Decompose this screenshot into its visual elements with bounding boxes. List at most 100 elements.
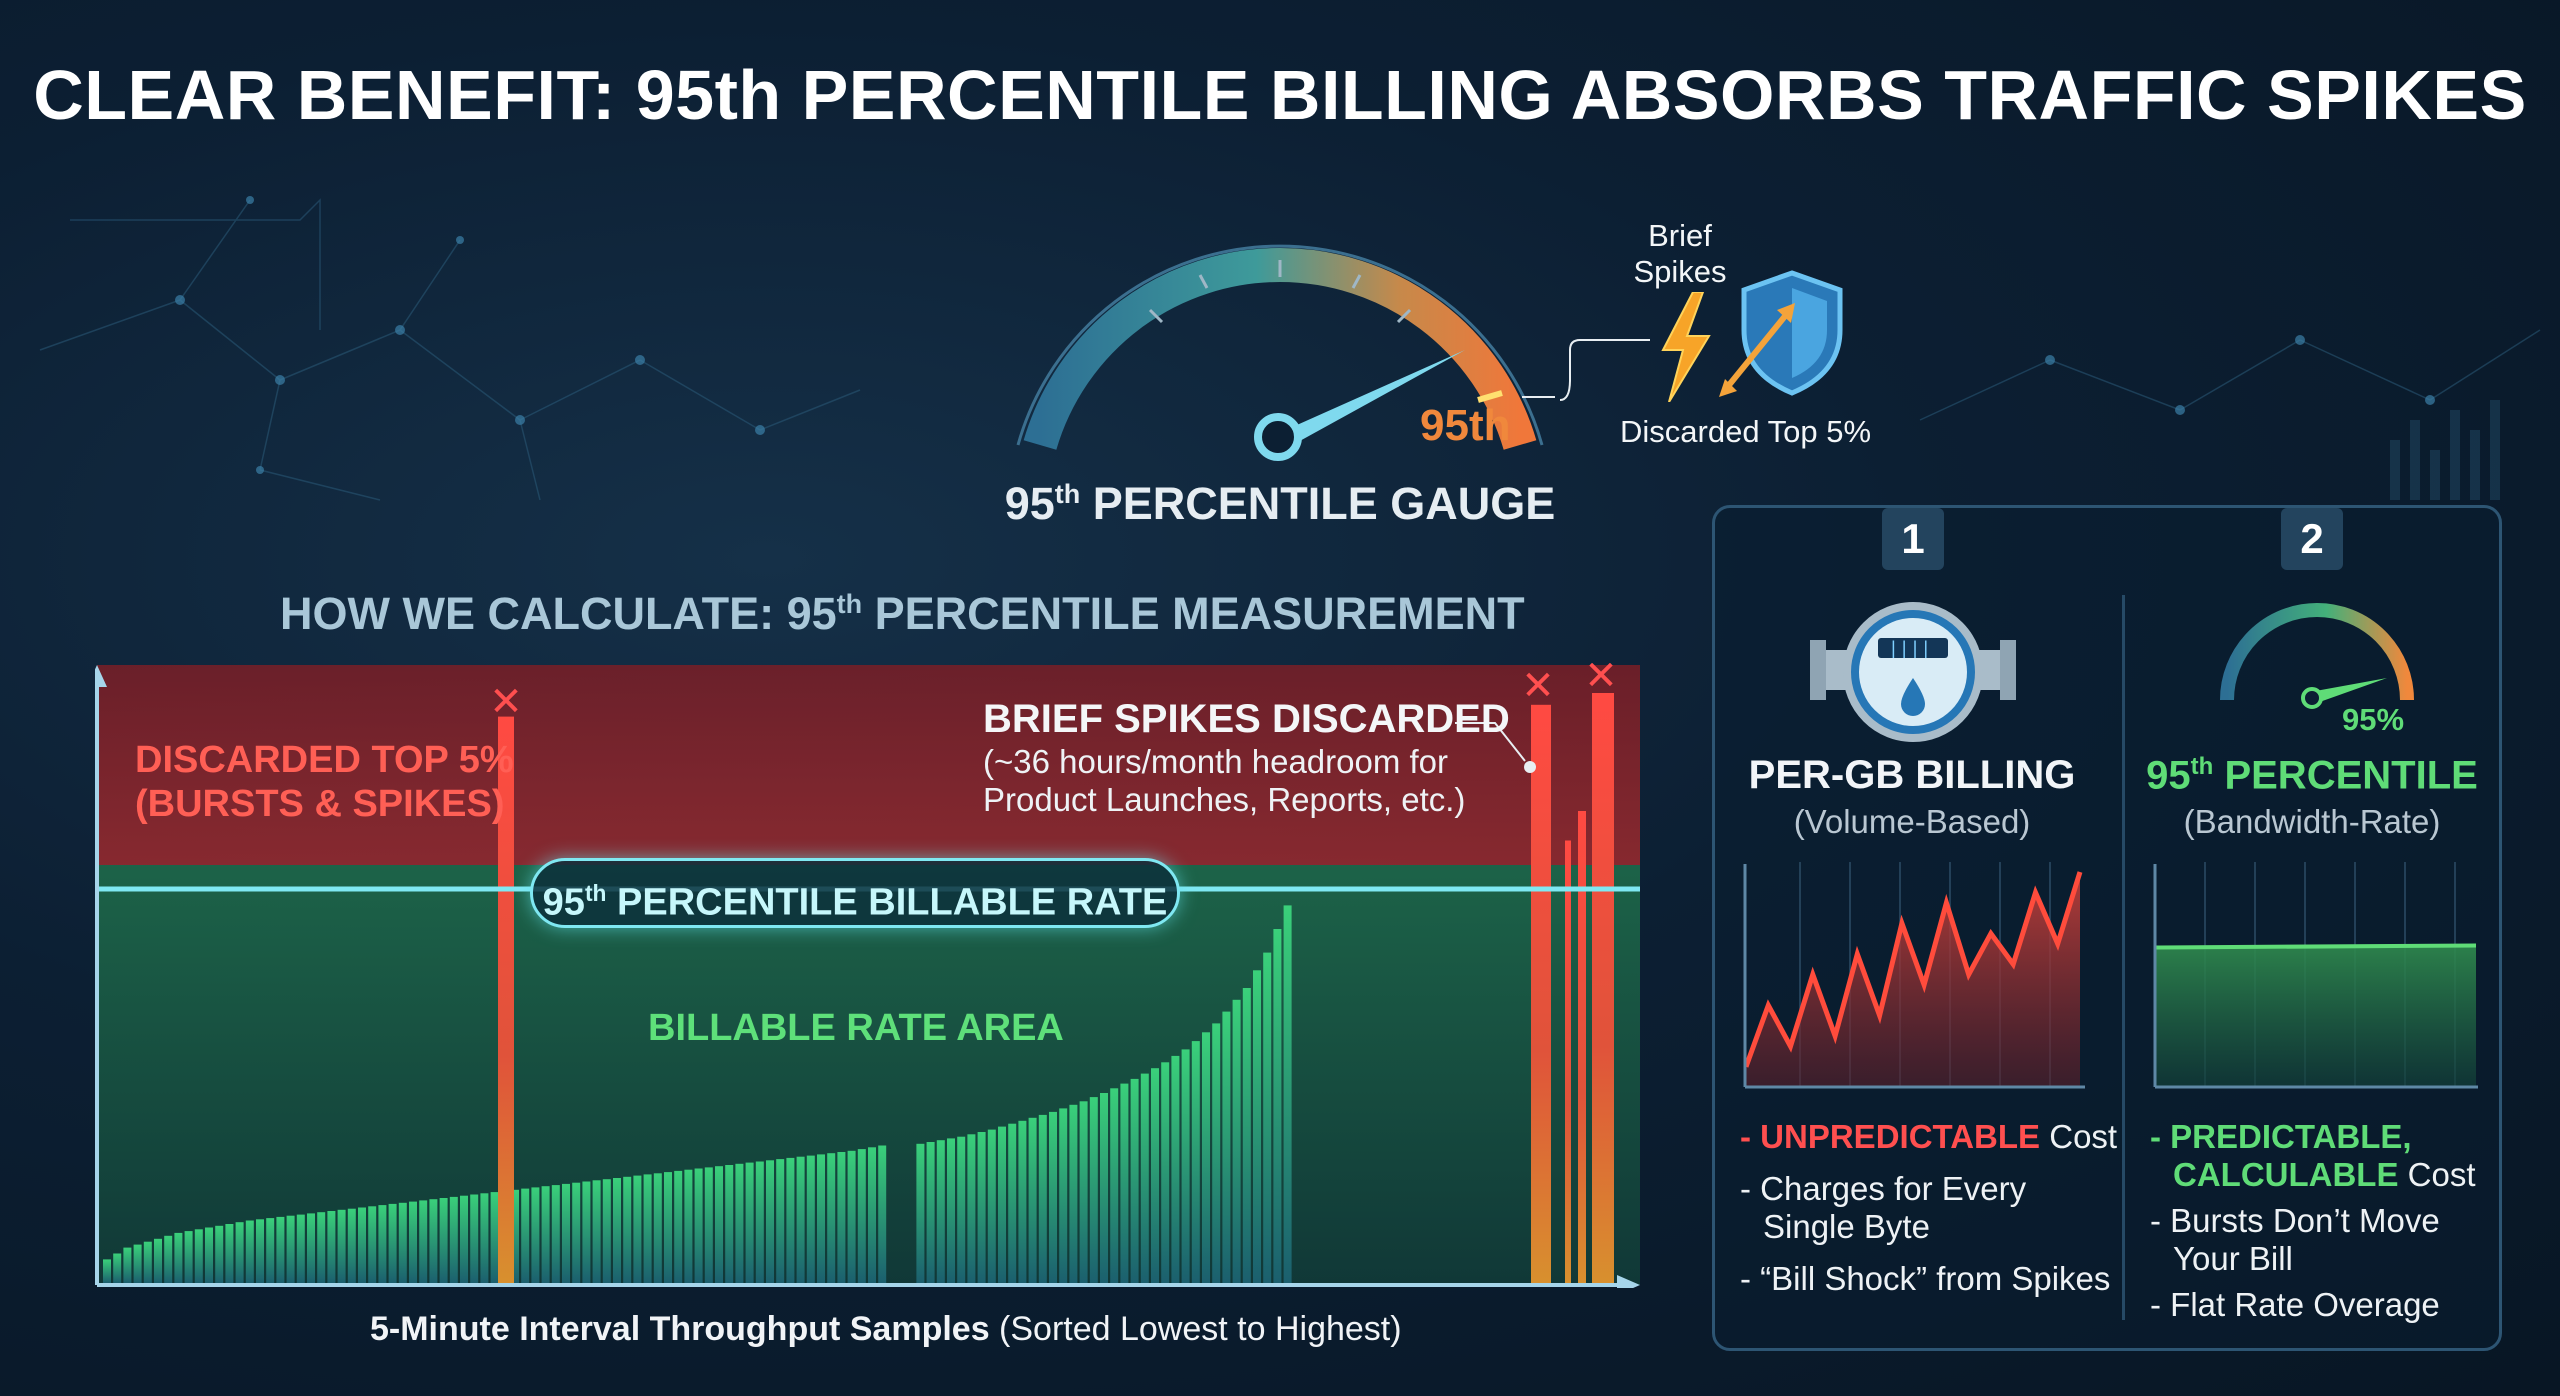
- percentile-bullet-3: - Flat Rate Overage: [2150, 1286, 2440, 1323]
- sample-bar: [154, 1238, 162, 1284]
- sample-bar: [653, 1173, 662, 1283]
- sample-bar: [926, 1142, 935, 1283]
- sample-bar: [388, 1203, 397, 1283]
- sample-bar: [562, 1183, 570, 1283]
- discarded-top-label: Discarded Top 5%: [1620, 414, 1872, 449]
- percentile-bullets: - PREDICTABLE, CALCULABLE Cost - Bursts …: [2150, 1118, 2495, 1338]
- sample-bar: [916, 1143, 925, 1283]
- sample-bar: [1253, 970, 1261, 1283]
- x-axis-arrow: [1617, 1275, 1640, 1288]
- sample-bar: [1161, 1062, 1170, 1283]
- sample-bar: [998, 1126, 1006, 1283]
- sample-bar: [1089, 1097, 1098, 1283]
- panel-divider: [2122, 595, 2125, 1320]
- sample-bar: [307, 1213, 315, 1283]
- discard-zone: [97, 665, 1640, 865]
- sample-bar: [1263, 952, 1272, 1283]
- sample-bar: [398, 1202, 407, 1283]
- sample-bar: [1202, 1032, 1210, 1284]
- per-gb-bullet-2a: - Charges for Every: [1740, 1170, 2027, 1207]
- sample-bar: [551, 1185, 560, 1283]
- sample-bar: [215, 1225, 224, 1283]
- sample-bar: [337, 1209, 346, 1283]
- billable-rate-pill: 95th PERCENTILE BILLABLE RATE: [530, 858, 1180, 928]
- deflect-arrow-icon: [1719, 303, 1795, 397]
- sample-bar: [123, 1247, 132, 1283]
- sample-bar: [1191, 1041, 1200, 1283]
- spikes-pointer-dot: [1524, 761, 1536, 773]
- sample-bar: [684, 1169, 693, 1283]
- discard-marker: ✕: [1584, 663, 1618, 699]
- sample-bar: [286, 1215, 295, 1283]
- per-gb-subtitle: (Volume-Based): [1793, 803, 2031, 840]
- per-gb-title: PER-GB BILLING: [1748, 753, 2076, 797]
- per-gb-bullets: - UNPREDICTABLE Cost - Charges for Every…: [1740, 1118, 2120, 1318]
- sample-bar: [947, 1138, 955, 1283]
- sample-bar: [857, 1149, 866, 1283]
- gauge-caption: 95th PERCENTILE GAUGE: [1004, 478, 1556, 529]
- sample-bar: [572, 1182, 581, 1283]
- percentile-chart: ✕ ✕ ✕: [95, 663, 1640, 1288]
- sample-bar: [704, 1167, 713, 1283]
- badge-2: 2: [2281, 508, 2343, 570]
- sample-bar: [1028, 1117, 1037, 1283]
- per-gb-chart: [1743, 862, 2085, 1089]
- per-gb-area: [1746, 872, 2080, 1087]
- sample-bar: [1069, 1104, 1078, 1283]
- comparison-panel: [1712, 505, 2502, 1351]
- sample-bar: [439, 1198, 448, 1283]
- gauge-needle: [1270, 350, 1465, 453]
- sample-bar: [715, 1166, 723, 1283]
- meter-display: ||||: [1888, 640, 1931, 660]
- sample-bar: [967, 1134, 976, 1283]
- sample-bar: [987, 1129, 996, 1283]
- sample-bar: [419, 1200, 428, 1283]
- sample-bar: [378, 1205, 387, 1283]
- sample-bar: [878, 1145, 887, 1283]
- gauge-outer-ring: [1016, 244, 1544, 446]
- sample-bar: [817, 1154, 825, 1283]
- sample-bar: [957, 1136, 966, 1283]
- sample-bar: [347, 1208, 356, 1283]
- sample-bar: [133, 1244, 142, 1283]
- sample-bar: [868, 1147, 876, 1283]
- sample-bar: [470, 1194, 479, 1283]
- page-title: CLEAR BENEFIT: 95th PERCENTILE BILLING A…: [33, 56, 2527, 134]
- percentile-bullet-2b: Your Bill: [2173, 1240, 2293, 1277]
- sample-bar: [531, 1187, 540, 1283]
- spike-bars: [498, 693, 1614, 1283]
- sample-bar: [1140, 1073, 1149, 1283]
- sample-bar: [429, 1199, 438, 1283]
- sample-bar: [633, 1175, 642, 1283]
- x-axis-label: 5-Minute Interval Throughput Samples (So…: [370, 1310, 1402, 1348]
- flat-rate-area: [2156, 947, 2476, 1087]
- sample-bar: [449, 1196, 458, 1283]
- per-gb-bullet-2b: Single Byte: [1763, 1208, 1930, 1245]
- per-gb-line: [1743, 871, 2083, 1068]
- sample-bar: [694, 1168, 703, 1283]
- sample-bar: [113, 1253, 122, 1283]
- sample-bar: [225, 1224, 234, 1283]
- sample-bar: [1100, 1093, 1108, 1283]
- gauge-hub: [1254, 413, 1302, 461]
- spike-bar: [498, 716, 514, 1283]
- lightning-icon: [1661, 292, 1711, 402]
- sample-bar: [480, 1193, 489, 1283]
- sample-bar: [103, 1259, 111, 1283]
- sample-bar: [613, 1178, 621, 1283]
- sample-bar: [1232, 999, 1241, 1283]
- sample-bar: [664, 1172, 672, 1283]
- percentile-bullet-2a: - Bursts Don’t Move: [2150, 1202, 2440, 1239]
- sample-bar: [847, 1150, 856, 1283]
- percentile-bullet-1a: - PREDICTABLE,: [2150, 1118, 2412, 1155]
- billable-area-label: BILLABLE RATE AREA: [648, 1007, 1064, 1049]
- sample-bar: [521, 1188, 530, 1283]
- sample-bar: [1018, 1120, 1027, 1284]
- y-axis-arrow: [95, 665, 107, 687]
- sample-bar: [806, 1155, 815, 1283]
- sample-bar: [235, 1222, 244, 1283]
- sample-bar: [1038, 1114, 1047, 1283]
- sample-bar: [368, 1206, 377, 1283]
- sample-bar: [623, 1176, 632, 1283]
- spikes-pointer: [1455, 722, 1526, 762]
